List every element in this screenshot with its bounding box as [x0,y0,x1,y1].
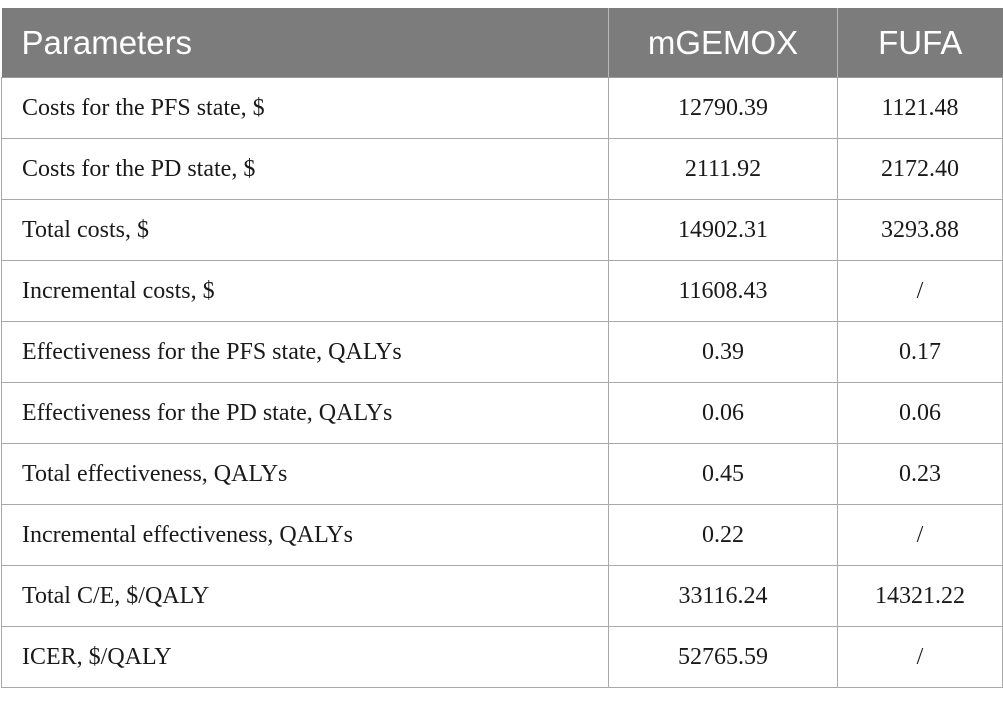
parameter-cell: Effectiveness for the PFS state, QALYs [1,321,609,383]
table-row: Total costs, $ 14902.31 3293.88 [1,199,1003,261]
table-row: ICER, $/QALY 52765.59 / [1,626,1003,688]
table-row: Incremental effectiveness, QALYs 0.22 / [1,504,1003,566]
header-parameters: Parameters [1,8,609,78]
header-fufa: FUFA [837,8,1003,78]
table-row: Incremental costs, $ 11608.43 / [1,260,1003,322]
parameter-cell: Effectiveness for the PD state, QALYs [1,382,609,444]
mgemox-cell: 12790.39 [608,77,838,139]
mgemox-cell: 14902.31 [608,199,838,261]
fufa-cell: 3293.88 [837,199,1003,261]
parameter-cell: Incremental costs, $ [1,260,609,322]
table-body: Costs for the PFS state, $ 12790.39 1121… [1,77,1003,688]
table-row: Total effectiveness, QALYs 0.45 0.23 [1,443,1003,505]
mgemox-cell: 11608.43 [608,260,838,322]
mgemox-cell: 52765.59 [608,626,838,688]
table-header: Parameters mGEMOX FUFA [1,8,1003,78]
parameter-cell: Costs for the PFS state, $ [1,77,609,139]
fufa-cell: 14321.22 [837,565,1003,627]
table-row: Costs for the PFS state, $ 12790.39 1121… [1,77,1003,139]
parameter-cell: Total C/E, $/QALY [1,565,609,627]
parameter-cell: Costs for the PD state, $ [1,138,609,200]
mgemox-cell: 0.06 [608,382,838,444]
fufa-cell: / [837,626,1003,688]
table-row: Costs for the PD state, $ 2111.92 2172.4… [1,138,1003,200]
table-row: Effectiveness for the PD state, QALYs 0.… [1,382,1003,444]
table-row: Total C/E, $/QALY 33116.24 14321.22 [1,565,1003,627]
mgemox-cell: 0.45 [608,443,838,505]
fufa-cell: / [837,260,1003,322]
mgemox-cell: 0.39 [608,321,838,383]
parameter-cell: Total costs, $ [1,199,609,261]
header-mgemox: mGEMOX [608,8,838,78]
mgemox-cell: 33116.24 [608,565,838,627]
fufa-cell: / [837,504,1003,566]
mgemox-cell: 0.22 [608,504,838,566]
fufa-cell: 2172.40 [837,138,1003,200]
parameter-cell: ICER, $/QALY [1,626,609,688]
fufa-cell: 0.17 [837,321,1003,383]
fufa-cell: 0.06 [837,382,1003,444]
cost-effectiveness-table: Parameters mGEMOX FUFA Costs for the PFS… [1,8,1003,688]
fufa-cell: 0.23 [837,443,1003,505]
header-row: Parameters mGEMOX FUFA [1,8,1003,78]
parameter-cell: Total effectiveness, QALYs [1,443,609,505]
table-row: Effectiveness for the PFS state, QALYs 0… [1,321,1003,383]
mgemox-cell: 2111.92 [608,138,838,200]
parameter-cell: Incremental effectiveness, QALYs [1,504,609,566]
fufa-cell: 1121.48 [837,77,1003,139]
